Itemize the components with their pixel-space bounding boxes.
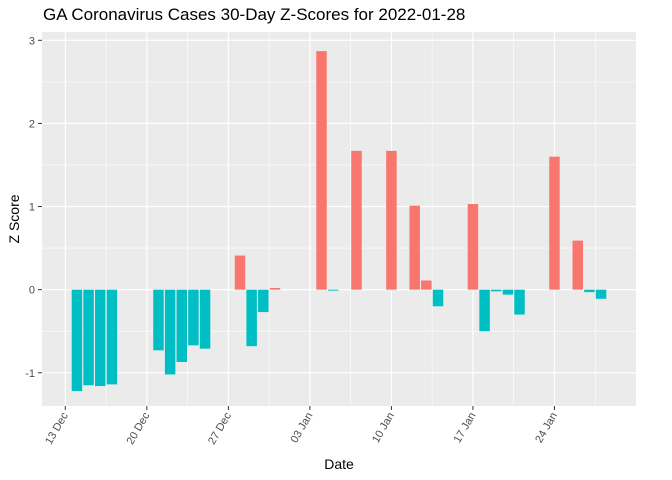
x-tick-label: 20 Dec: [125, 410, 153, 447]
bar: [409, 205, 420, 290]
y-axis-label: Z Score: [6, 194, 22, 243]
bar: [106, 289, 118, 385]
bar: [234, 255, 246, 290]
bar: [188, 289, 199, 346]
bar: [421, 280, 432, 290]
grid-major-lines: [42, 32, 636, 406]
grid-minor-lines: [42, 32, 636, 406]
bar: [502, 289, 514, 295]
bar: [479, 289, 490, 332]
bar: [467, 204, 479, 290]
bar: [584, 289, 595, 293]
bar: [176, 289, 188, 362]
bar: [432, 289, 444, 307]
bar: [71, 289, 83, 392]
x-tick-label: 03 Jan: [289, 411, 316, 446]
bar: [199, 289, 211, 349]
x-tick-label: 10 Jan: [370, 411, 397, 446]
bar: [258, 289, 269, 313]
y-tick-label: 3: [29, 35, 35, 47]
y-tick-label: 2: [29, 118, 35, 130]
chart-title: GA Coronavirus Cases 30-Day Z-Scores for…: [43, 5, 466, 24]
bar: [514, 289, 525, 315]
x-tick-label: 27 Dec: [206, 410, 234, 447]
bar: [351, 150, 362, 290]
y-tick-label: 1: [29, 202, 35, 214]
bar: [549, 156, 560, 290]
x-tick-label: 24 Jan: [533, 411, 560, 446]
bar: [153, 289, 164, 351]
bar: [316, 51, 327, 290]
bar: [94, 289, 106, 387]
x-tick-label: 17 Jan: [452, 411, 479, 446]
bars-group: [71, 51, 607, 392]
bar: [490, 289, 502, 292]
bar: [246, 289, 257, 347]
plot-panel: [42, 32, 636, 406]
bar: [327, 289, 339, 291]
x-axis-label: Date: [324, 456, 354, 472]
bar: [164, 289, 176, 375]
bar: [269, 287, 281, 290]
y-tick-label: -1: [25, 368, 35, 380]
bar: [595, 289, 607, 299]
x-tick-label: 13 Dec: [43, 410, 71, 447]
y-axis: -1 0 1 2 3: [25, 35, 42, 380]
x-axis: 13 Dec 20 Dec 27 Dec 03 Jan 10 Jan 17 Jan 24 J…: [43, 406, 560, 447]
y-tick-label: 0: [29, 285, 35, 297]
bar: [83, 289, 94, 386]
bar: [572, 240, 584, 290]
bar: [386, 150, 397, 290]
